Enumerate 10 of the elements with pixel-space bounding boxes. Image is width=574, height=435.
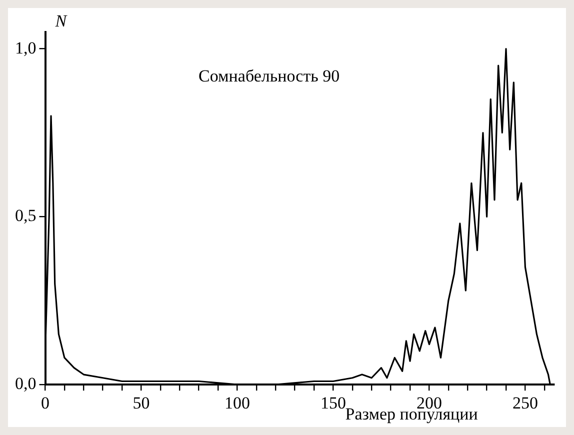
y-tick-label: 0,5 [15, 206, 36, 226]
y-axis-title: N [54, 11, 68, 30]
x-tick-label: 150 [320, 393, 346, 412]
x-tick-label: 50 [132, 393, 150, 412]
y-tick-label: 0,0 [15, 374, 36, 394]
y-tick-label: 1,0 [15, 38, 36, 58]
x-tick-label: 0 [41, 393, 50, 412]
x-tick-label: 100 [224, 393, 250, 412]
annotation: Сомнабельность 90 [198, 66, 340, 86]
x-tick-label: 250 [512, 393, 538, 412]
